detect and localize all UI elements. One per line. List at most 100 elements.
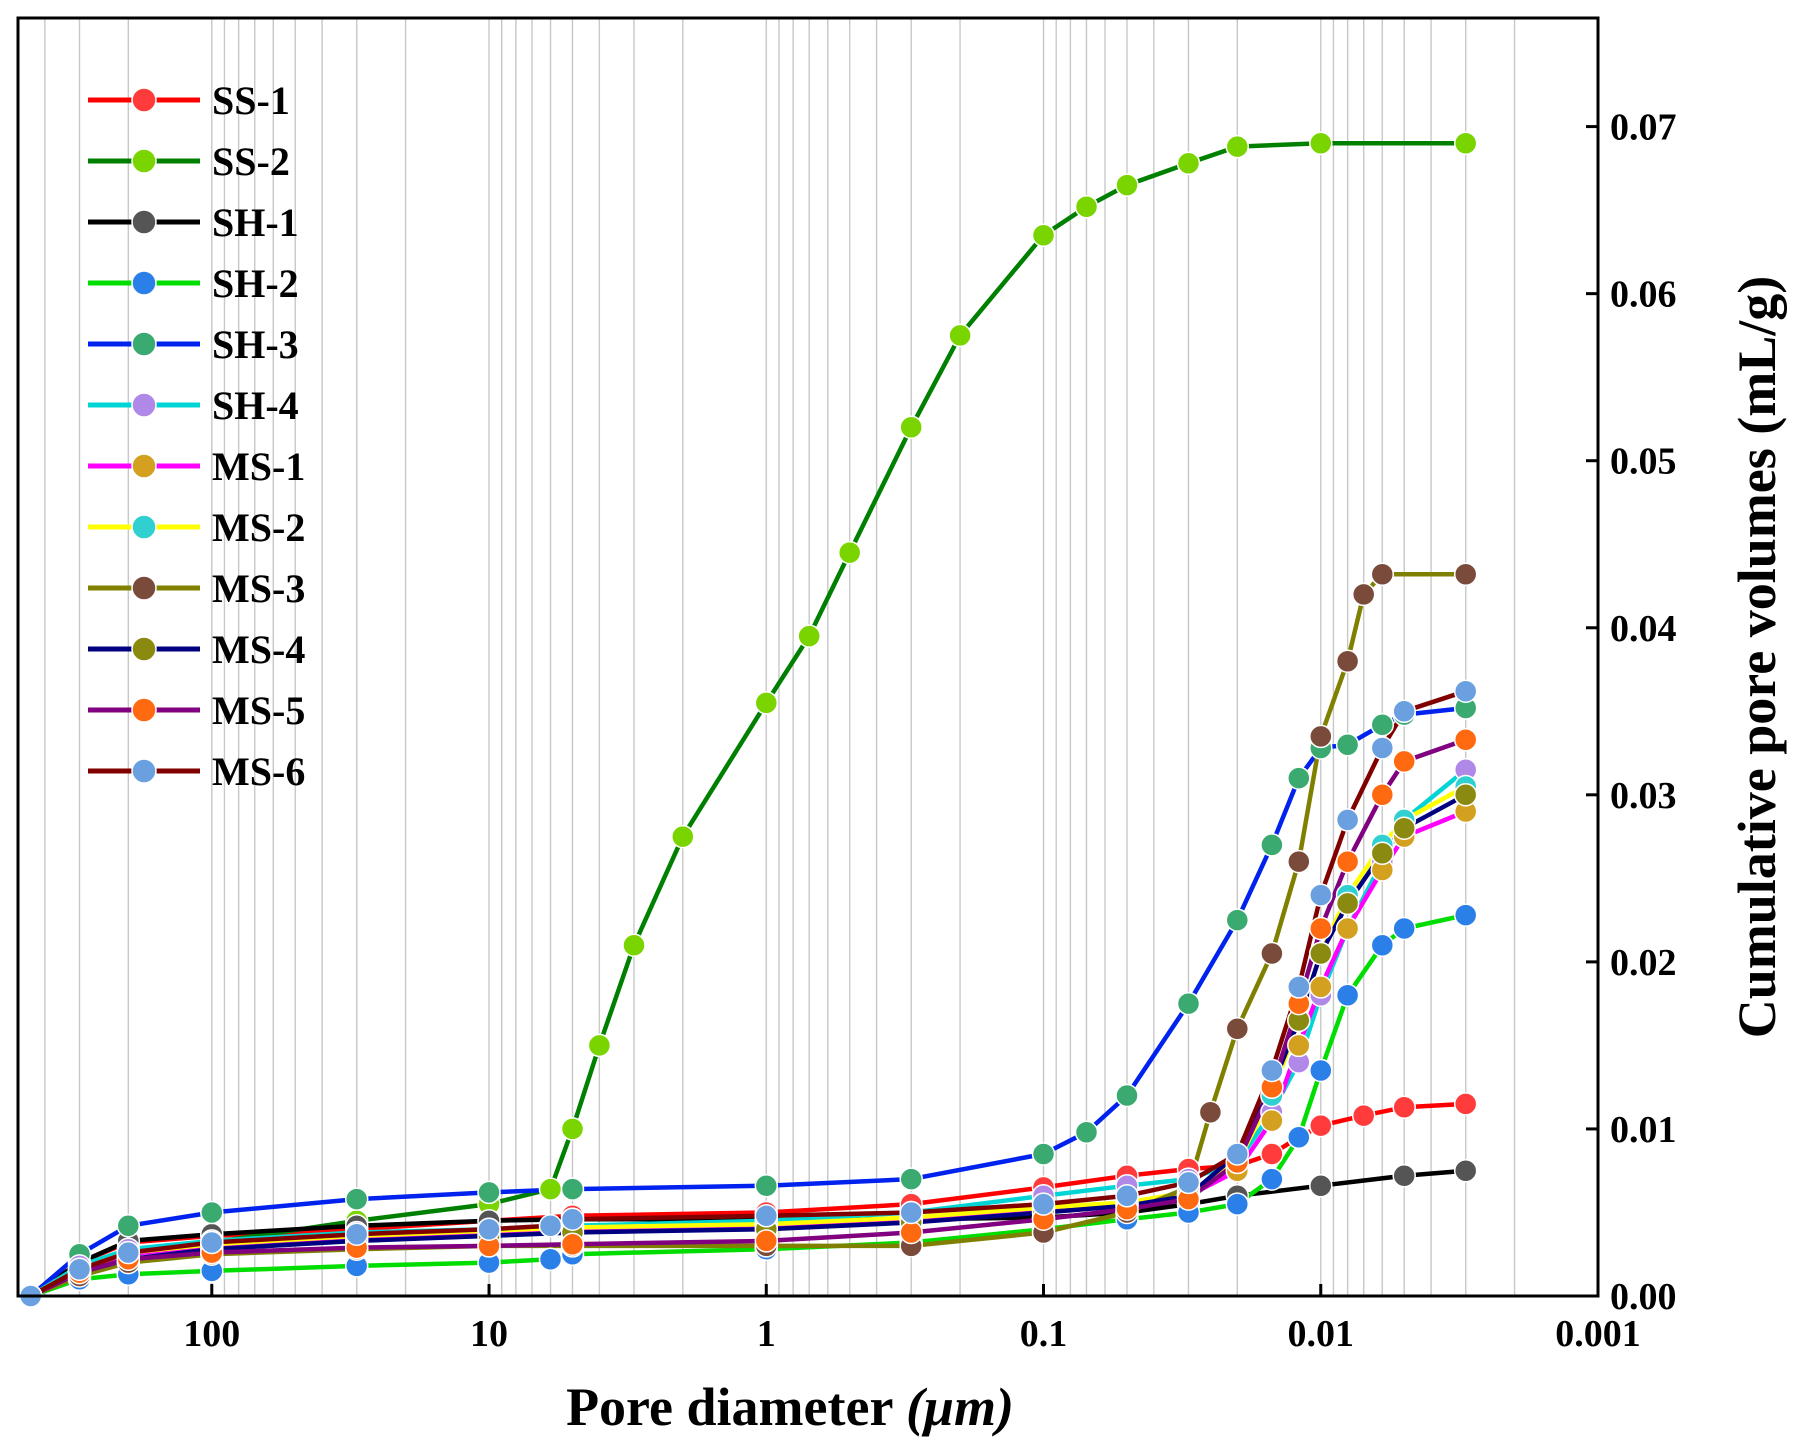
legend-marker-sh-1 <box>131 209 157 235</box>
legend-label-sh-1: SH-1 <box>212 200 299 245</box>
legend-marker-sh-3 <box>131 331 157 357</box>
data-point-ss-2 <box>948 323 972 348</box>
data-point-ms-4 <box>1392 816 1416 840</box>
y-tick-label: 0.07 <box>1610 107 1677 149</box>
data-point-ss-2 <box>1115 173 1139 197</box>
y-axis-title: Cumulative pore volumes (mL/g) <box>1727 276 1787 1038</box>
x-axis-ticks: 100 10 1 0.1 0.01 0.001 <box>183 1284 1641 1355</box>
data-point-sh-3 <box>1260 833 1284 857</box>
data-point-sh-2 <box>1260 1167 1284 1191</box>
legend-marker-sh-4 <box>131 392 157 418</box>
data-point-ss-2 <box>538 1177 563 1201</box>
data-point-ms-5 <box>1370 783 1395 807</box>
x-axis-title-text: Pore diameter <box>566 1377 892 1437</box>
data-point-ss-1 <box>1453 1092 1478 1116</box>
data-point-sh-2 <box>1453 903 1478 927</box>
data-point-ms-3 <box>1225 1016 1250 1041</box>
data-point-sh-3 <box>1115 1083 1139 1108</box>
data-point-ss-2 <box>837 540 862 565</box>
y-tick-label: 0.00 <box>1610 1276 1677 1318</box>
data-point-ms-6 <box>477 1217 501 1241</box>
data-point-ss-2 <box>1031 223 1056 247</box>
x-tick-label: 100 <box>183 1313 240 1355</box>
data-point-ss-2 <box>797 624 821 648</box>
data-point-ms-3 <box>1351 582 1376 607</box>
data-point-ms-3 <box>1309 724 1333 749</box>
legend-label-ss-2: SS-2 <box>212 139 290 184</box>
legend-label-sh-2: SH-2 <box>212 261 299 306</box>
plot-frame <box>16 16 1600 1298</box>
data-point-ms-6 <box>1370 736 1395 760</box>
data-point-ss-1 <box>1260 1142 1284 1166</box>
vertical-gridlines <box>17 18 1599 1296</box>
data-point-sh-3 <box>1370 712 1395 737</box>
x-axis-title-unit: (μm) <box>906 1377 1014 1437</box>
data-point-ss-2 <box>1309 131 1333 156</box>
data-point-sh-2 <box>1309 1058 1333 1083</box>
x-tick-label: 0.01 <box>1288 1313 1355 1355</box>
legend-marker-ms-5 <box>131 697 157 723</box>
data-point-sh-2 <box>1370 933 1395 957</box>
data-point-ms-4 <box>1370 841 1395 866</box>
data-point-ms-4 <box>1453 783 1478 807</box>
data-point-ss-1 <box>1309 1113 1333 1138</box>
data-point-sh-3 <box>200 1200 224 1225</box>
data-point-ms-6 <box>1115 1184 1139 1208</box>
data-point-ms-6 <box>1392 699 1416 724</box>
data-point-ms-6 <box>116 1240 141 1265</box>
legend-label-ms-4: MS-4 <box>212 627 305 672</box>
data-point-ms-6 <box>754 1204 779 1228</box>
data-point-ms-1 <box>1309 975 1333 999</box>
data-point-sh-3 <box>116 1214 141 1238</box>
data-point-ms-6 <box>1031 1192 1056 1216</box>
legend-label-sh-3: SH-3 <box>212 322 299 367</box>
data-point-ms-1 <box>1260 1108 1284 1133</box>
data-point-ms-5 <box>1453 727 1478 752</box>
data-point-ms-5 <box>754 1229 779 1253</box>
data-point-ms-6 <box>67 1257 92 1282</box>
data-point-sh-2 <box>538 1247 563 1271</box>
data-point-ss-2 <box>622 933 646 957</box>
data-point-ms-6 <box>560 1207 585 1231</box>
y-tick-label: 0.04 <box>1610 608 1677 650</box>
data-point-sh-3 <box>1031 1142 1056 1166</box>
data-point-ms-5 <box>1309 916 1333 941</box>
data-point-sh-2 <box>1335 983 1360 1008</box>
data-point-ss-2 <box>587 1033 612 1058</box>
data-point-ms-6 <box>200 1230 224 1255</box>
x-axis-title: Pore diameter (μm) <box>566 1377 1014 1437</box>
data-point-sh-2 <box>1392 916 1416 941</box>
data-point-sh-3 <box>1176 991 1201 1016</box>
data-point-ms-6 <box>538 1214 563 1238</box>
data-point-ms-6 <box>344 1222 369 1246</box>
data-point-ms-3 <box>1335 649 1360 673</box>
data-point-ms-3 <box>1453 562 1478 587</box>
data-point-ss-2 <box>899 415 923 440</box>
data-point-ss-2 <box>671 824 695 849</box>
legend-label-ms-5: MS-5 <box>212 688 305 733</box>
legend-label-ms-3: MS-3 <box>212 566 305 611</box>
data-point-ms-4 <box>1309 941 1333 966</box>
x-tick-label: 10 <box>470 1313 508 1355</box>
legend-label-sh-4: SH-4 <box>212 383 299 428</box>
legend-marker-ss-1 <box>131 87 157 113</box>
data-point-sh-3 <box>560 1177 585 1201</box>
data-point-ms-5 <box>1335 849 1360 874</box>
y-tick-label: 0.06 <box>1610 274 1677 316</box>
legend-marker-ss-2 <box>131 148 157 174</box>
data-point-sh-1 <box>1309 1173 1333 1198</box>
x-tick-label: 1 <box>757 1313 776 1355</box>
data-point-sh-3 <box>477 1180 501 1205</box>
data-point-ss-2 <box>560 1117 585 1141</box>
data-point-sh-3 <box>1287 766 1311 790</box>
legend-marker-ms-2 <box>131 514 157 540</box>
data-point-ms-6 <box>1287 975 1311 999</box>
data-point-sh-3 <box>899 1167 923 1191</box>
data-point-sh-3 <box>1225 908 1250 932</box>
data-point-ms-6 <box>1225 1142 1250 1166</box>
data-point-ms-1 <box>1287 1033 1311 1058</box>
data-point-ms-3 <box>1198 1100 1223 1124</box>
legend-marker-ms-4 <box>131 636 157 662</box>
data-point-sh-2 <box>1225 1192 1250 1216</box>
y-tick-label: 0.01 <box>1610 1109 1677 1151</box>
